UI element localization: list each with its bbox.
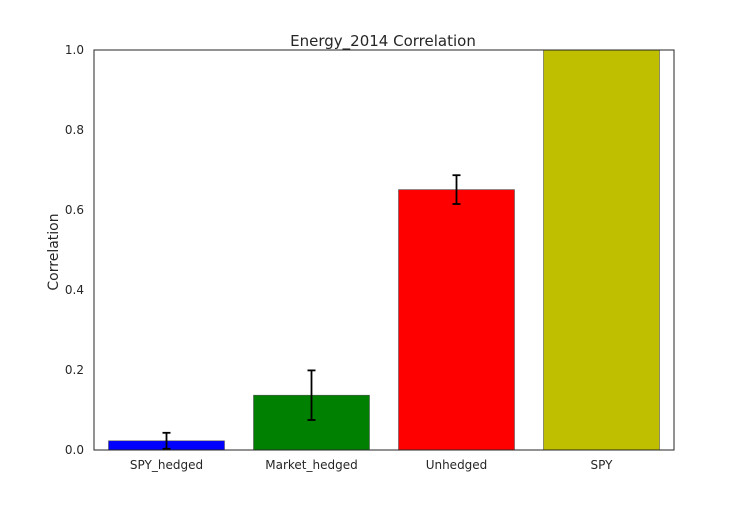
bar xyxy=(543,49,660,451)
x-tick-label: SPY_hedged xyxy=(130,458,203,472)
x-ticks-group: SPY_hedged Market_hedged Unhedged SPY xyxy=(130,458,613,472)
bar xyxy=(253,394,370,451)
chart-title: Energy_2014 Correlation xyxy=(290,32,476,51)
y-tick-label: 1.0 xyxy=(65,43,84,57)
y-tick-label: 0.4 xyxy=(65,283,84,297)
y-tick-label: 0.2 xyxy=(65,363,84,377)
y-tick-label: 0.8 xyxy=(65,123,84,137)
x-tick-label: Unhedged xyxy=(426,458,488,472)
plot-frame xyxy=(93,49,675,451)
y-ticks-group: 0.0 0.2 0.4 0.6 0.8 1.0 xyxy=(65,43,84,457)
y-tick-label: 0.0 xyxy=(65,443,84,457)
x-tick-label: Market_hedged xyxy=(265,458,357,472)
x-tick-label: SPY xyxy=(591,458,614,472)
y-tick-label: 0.6 xyxy=(65,203,84,217)
bar xyxy=(398,189,515,451)
error-bars-group xyxy=(162,174,461,450)
y-axis-label: Correlation xyxy=(46,213,62,290)
bars-group xyxy=(108,49,660,451)
